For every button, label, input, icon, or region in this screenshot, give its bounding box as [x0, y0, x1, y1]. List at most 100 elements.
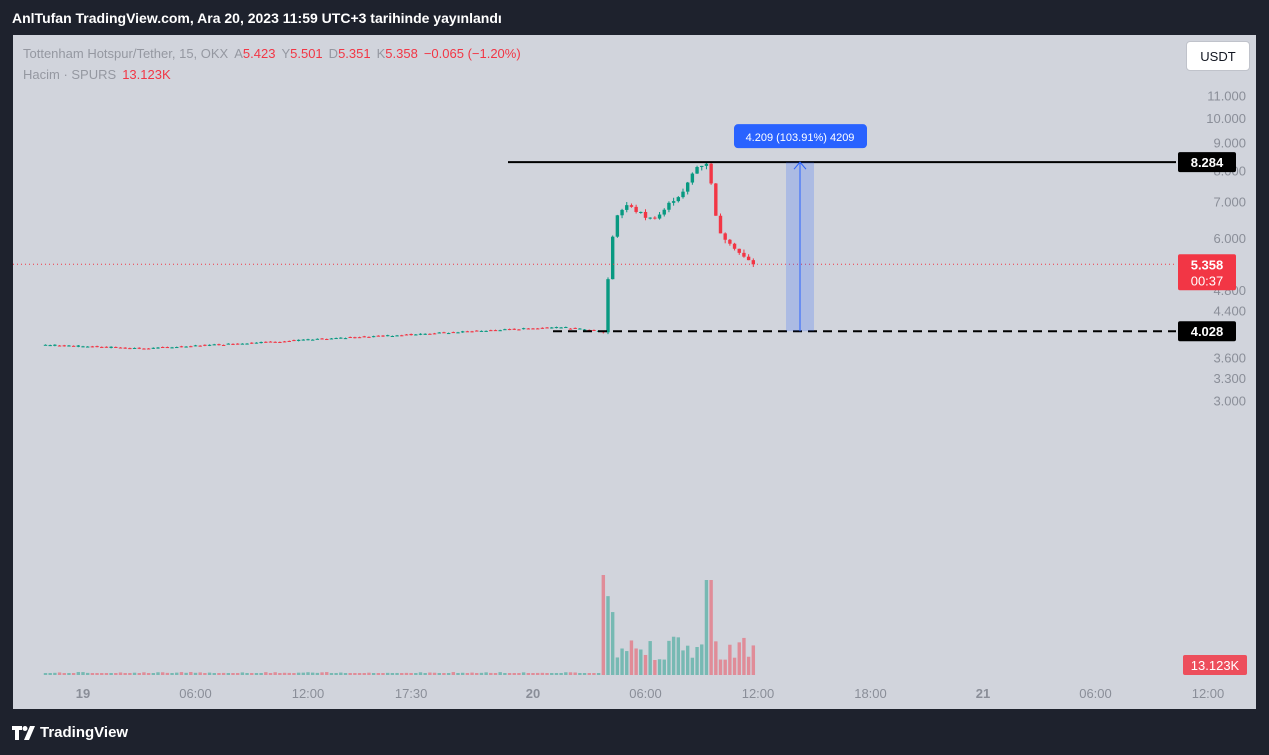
candle: [643, 209, 648, 221]
last-price-label-bg: [1178, 254, 1236, 291]
candle: [554, 326, 559, 329]
volume-bar: [264, 672, 268, 675]
chart-panel[interactable]: 4.209 (103.91%) 4209 3.000 3.300 3.600 4.40…: [13, 35, 1256, 709]
volume-bar: [714, 641, 718, 675]
volume-bar: [409, 673, 413, 675]
candle-body: [175, 347, 179, 349]
candle-body: [582, 329, 587, 331]
volume-label: Hacim · SPURS: [23, 67, 117, 82]
last-price-label: 5.358: [1191, 257, 1224, 272]
volume-bar: [128, 673, 132, 675]
candle-body: [282, 341, 287, 343]
candle: [207, 344, 212, 347]
axis-layer: 3.0003.3003.6004.4004.8006.0007.0008.000…: [76, 89, 1247, 701]
candle-body: [634, 206, 638, 212]
candle-body: [367, 336, 371, 338]
y-tick-label: 3.300: [1213, 371, 1246, 386]
volume-bar: [718, 659, 723, 675]
candle-body: [184, 346, 188, 348]
candle: [573, 327, 577, 329]
candle: [71, 345, 76, 347]
volume-bar: [521, 672, 526, 675]
candle-body: [226, 343, 231, 345]
volume-bar: [184, 672, 188, 675]
candle-body: [751, 260, 756, 265]
candle-body: [287, 340, 291, 342]
chart-canvas[interactable]: 4.209 (103.91%) 4209 3.000 3.300 3.600 4.40…: [13, 35, 1256, 709]
candle-body: [442, 332, 446, 334]
volume-bar: [460, 672, 465, 675]
candle: [428, 333, 432, 335]
candle-body: [81, 346, 85, 348]
tradingview-logo-icon: [12, 725, 35, 740]
volume-bar: [451, 672, 456, 675]
volume-bar: [310, 672, 315, 675]
volume-bar: [123, 673, 127, 675]
candle: [662, 208, 666, 217]
x-tick-label: 12:00: [292, 686, 325, 701]
candle: [132, 347, 137, 349]
volume-bar: [643, 654, 648, 675]
measure-arrowhead: [793, 161, 807, 170]
volume-bar: [109, 673, 113, 675]
candle-body: [573, 327, 577, 329]
volume-bar: [137, 673, 141, 675]
volume-bar: [203, 673, 207, 675]
open-value: 5.423: [242, 46, 276, 61]
tradingview-brand[interactable]: TradingView: [12, 724, 128, 741]
volume-bar: [306, 672, 310, 675]
candle-body: [301, 339, 306, 341]
volume-bar: [606, 596, 610, 675]
candle: [193, 344, 198, 347]
candle: [737, 248, 741, 255]
volume-bar: [732, 657, 737, 675]
candle-body: [620, 209, 624, 216]
candle-body: [306, 339, 310, 341]
candle: [198, 345, 202, 347]
candle-body: [123, 347, 127, 349]
volume-bar: [193, 672, 198, 675]
ohlc-legend: Tottenham Hotspur/Tether, 15, OKX A5.423 Y…: [23, 46, 521, 61]
candle-body: [714, 183, 718, 216]
measure-label-bg: [734, 124, 867, 149]
candle: [685, 181, 690, 195]
volume-bar: [526, 673, 531, 675]
volume-bar: [85, 672, 90, 675]
x-tick-label: 19: [76, 686, 90, 701]
y-tick-label: 6.000: [1213, 231, 1246, 246]
candle-body: [479, 330, 484, 332]
volume-bar: [104, 673, 109, 675]
x-tick-label: 06:00: [1079, 686, 1112, 701]
candle-body: [451, 332, 456, 334]
candle-body: [531, 328, 535, 330]
candle: [268, 341, 273, 343]
candle-body: [493, 330, 498, 332]
candle-body: [723, 233, 727, 240]
x-tick-label: 12:00: [1192, 686, 1225, 701]
candle: [709, 161, 713, 185]
volume-bar: [81, 672, 85, 675]
candle: [95, 345, 99, 348]
candle: [76, 345, 81, 348]
candle: [695, 165, 699, 174]
volume-bar: [343, 673, 348, 675]
volume-bar: [667, 640, 671, 675]
change-value: −0.065 (−1.20%): [423, 46, 521, 61]
currency-unit-button[interactable]: USDT: [1186, 41, 1250, 71]
volume-bar: [709, 580, 713, 675]
volume-bar: [334, 672, 338, 675]
volume-bar: [456, 673, 460, 675]
candle-body: [718, 215, 723, 234]
candle-body: [132, 347, 137, 349]
candle: [100, 346, 104, 348]
candle: [179, 345, 184, 348]
candle: [282, 340, 287, 343]
volume-bar: [282, 672, 287, 675]
volume-bar: [114, 673, 118, 675]
volume-bar: [681, 650, 685, 675]
volume-bar: [76, 672, 81, 675]
volume-bar: [189, 672, 193, 675]
candle: [315, 338, 320, 340]
candle-body: [728, 239, 732, 244]
volume-bar: [198, 672, 202, 675]
